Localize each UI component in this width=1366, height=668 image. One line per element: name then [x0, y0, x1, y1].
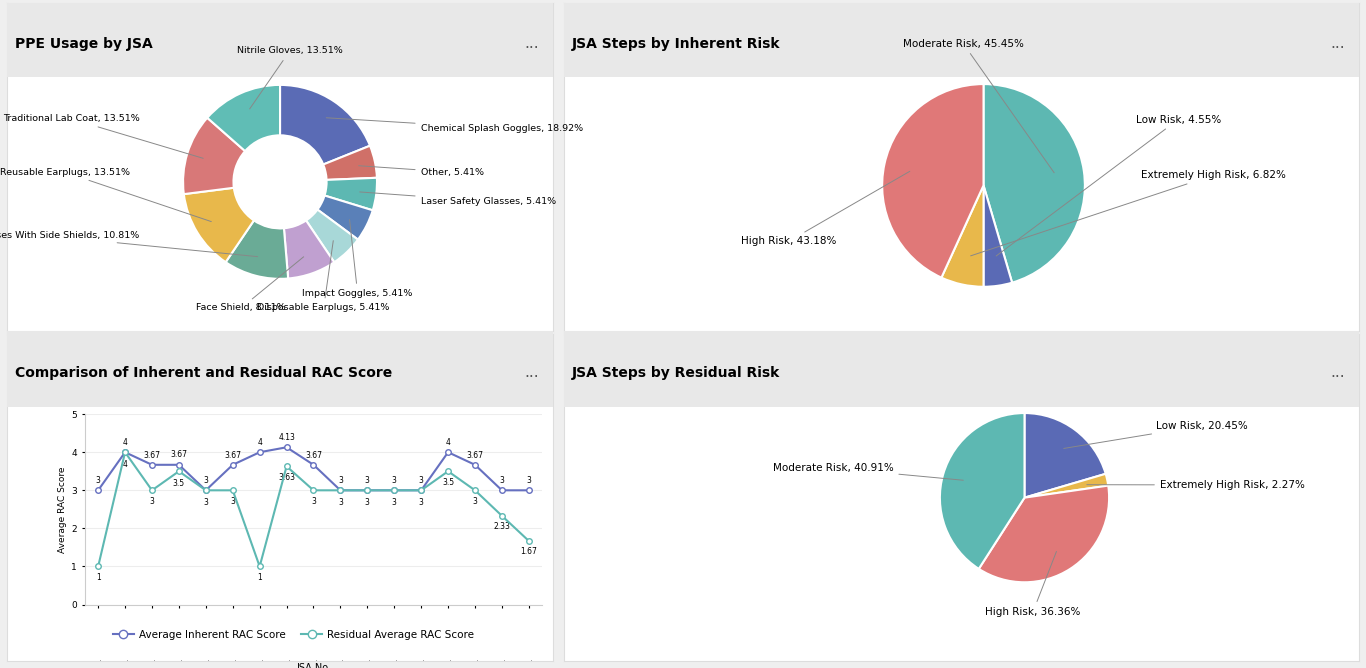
Text: 3: 3 — [419, 476, 423, 484]
Wedge shape — [184, 188, 254, 262]
Text: Chemical Splash Goggles, 18.92%: Chemical Splash Goggles, 18.92% — [326, 118, 583, 133]
Text: 4: 4 — [257, 438, 262, 448]
Text: ...: ... — [1330, 365, 1346, 380]
Text: Nitrile Gloves, 13.51%: Nitrile Gloves, 13.51% — [236, 47, 343, 109]
Text: Face Shield, 8.11%: Face Shield, 8.11% — [197, 257, 303, 313]
Wedge shape — [325, 178, 377, 210]
Text: 3: 3 — [231, 497, 235, 506]
Text: 3: 3 — [419, 498, 423, 507]
Wedge shape — [882, 84, 984, 278]
Text: 4: 4 — [445, 438, 451, 448]
Wedge shape — [940, 413, 1024, 569]
Text: 1: 1 — [257, 573, 262, 582]
Text: High Risk, 43.18%: High Risk, 43.18% — [742, 171, 910, 246]
Wedge shape — [941, 186, 984, 287]
Wedge shape — [324, 146, 377, 180]
Wedge shape — [306, 210, 358, 263]
Text: Moderate Risk, 45.45%: Moderate Risk, 45.45% — [903, 39, 1055, 173]
Text: 3: 3 — [337, 476, 343, 484]
Y-axis label: Average RAC Score: Average RAC Score — [59, 466, 67, 552]
Text: 4: 4 — [123, 438, 127, 446]
Text: 1: 1 — [96, 573, 101, 582]
Text: 3.5: 3.5 — [173, 479, 184, 488]
Text: 3: 3 — [473, 497, 478, 506]
Text: 3: 3 — [149, 497, 154, 506]
Text: 3.5: 3.5 — [443, 478, 454, 487]
Text: 3.63: 3.63 — [279, 473, 295, 482]
Text: Moderate Risk, 40.91%: Moderate Risk, 40.91% — [773, 463, 963, 480]
Text: 3: 3 — [365, 498, 370, 507]
Text: Laser Safety Glasses, 5.41%: Laser Safety Glasses, 5.41% — [359, 192, 556, 206]
Text: Extremely High Risk, 6.82%: Extremely High Risk, 6.82% — [971, 170, 1285, 256]
Wedge shape — [984, 84, 1085, 283]
Wedge shape — [1024, 474, 1108, 498]
Wedge shape — [280, 85, 370, 164]
Text: 1.67: 1.67 — [520, 548, 537, 556]
Text: 3.67: 3.67 — [171, 450, 187, 459]
Wedge shape — [979, 486, 1109, 582]
Text: 3: 3 — [526, 476, 531, 486]
Text: 3: 3 — [392, 498, 396, 507]
Text: 3: 3 — [392, 476, 396, 484]
Text: Safety Glasses With Side Shields, 10.81%: Safety Glasses With Side Shields, 10.81% — [0, 230, 258, 257]
Text: 3: 3 — [365, 476, 370, 484]
Text: Low Risk, 20.45%: Low Risk, 20.45% — [1064, 421, 1247, 448]
Wedge shape — [183, 118, 245, 194]
Text: High Risk, 36.36%: High Risk, 36.36% — [985, 552, 1081, 617]
Legend: Average Inherent RAC Score, Residual Average RAC Score: Average Inherent RAC Score, Residual Ave… — [109, 626, 478, 644]
Text: 3: 3 — [204, 476, 208, 484]
Text: 3: 3 — [311, 497, 316, 506]
Text: JSA Steps by Residual Risk: JSA Steps by Residual Risk — [572, 366, 780, 380]
Wedge shape — [208, 85, 280, 151]
Wedge shape — [225, 220, 288, 279]
Text: Traditional Lab Coat, 13.51%: Traditional Lab Coat, 13.51% — [3, 114, 204, 158]
Text: 2.33: 2.33 — [493, 522, 511, 531]
Text: JSA Steps by Inherent Risk: JSA Steps by Inherent Risk — [572, 37, 780, 51]
Text: ...: ... — [525, 36, 538, 51]
X-axis label: JSA No.: JSA No. — [296, 663, 331, 668]
Wedge shape — [284, 220, 335, 279]
Wedge shape — [984, 186, 1012, 287]
Text: Extremely High Risk, 2.27%: Extremely High Risk, 2.27% — [1087, 480, 1305, 490]
Text: 3.67: 3.67 — [143, 451, 160, 460]
Text: Comparison of Inherent and Residual RAC Score: Comparison of Inherent and Residual RAC … — [15, 366, 392, 380]
Text: 3: 3 — [500, 476, 504, 486]
Text: Low Risk, 4.55%: Low Risk, 4.55% — [996, 114, 1221, 256]
Text: 4: 4 — [123, 460, 127, 469]
Text: Disposable Earplugs, 5.41%: Disposable Earplugs, 5.41% — [257, 240, 389, 313]
Text: 3: 3 — [96, 476, 101, 486]
Text: 4.13: 4.13 — [279, 434, 295, 442]
Text: Reusable Earplugs, 13.51%: Reusable Earplugs, 13.51% — [0, 168, 212, 222]
Text: 3.67: 3.67 — [224, 451, 242, 460]
Text: Other, 5.41%: Other, 5.41% — [359, 166, 484, 176]
Text: 3: 3 — [204, 498, 208, 507]
Text: 3.67: 3.67 — [305, 451, 322, 460]
Text: ...: ... — [525, 365, 538, 380]
Wedge shape — [317, 196, 373, 240]
Text: 3.67: 3.67 — [467, 451, 484, 460]
Text: PPE Usage by JSA: PPE Usage by JSA — [15, 37, 153, 51]
Text: 3: 3 — [337, 498, 343, 507]
Text: Impact Goggles, 5.41%: Impact Goggles, 5.41% — [302, 220, 413, 298]
Text: ...: ... — [1330, 36, 1346, 51]
Wedge shape — [1024, 413, 1105, 498]
